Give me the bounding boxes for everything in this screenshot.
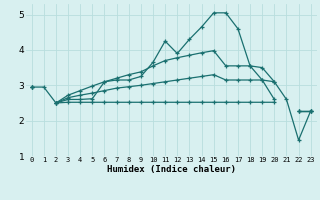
X-axis label: Humidex (Indice chaleur): Humidex (Indice chaleur) <box>107 165 236 174</box>
